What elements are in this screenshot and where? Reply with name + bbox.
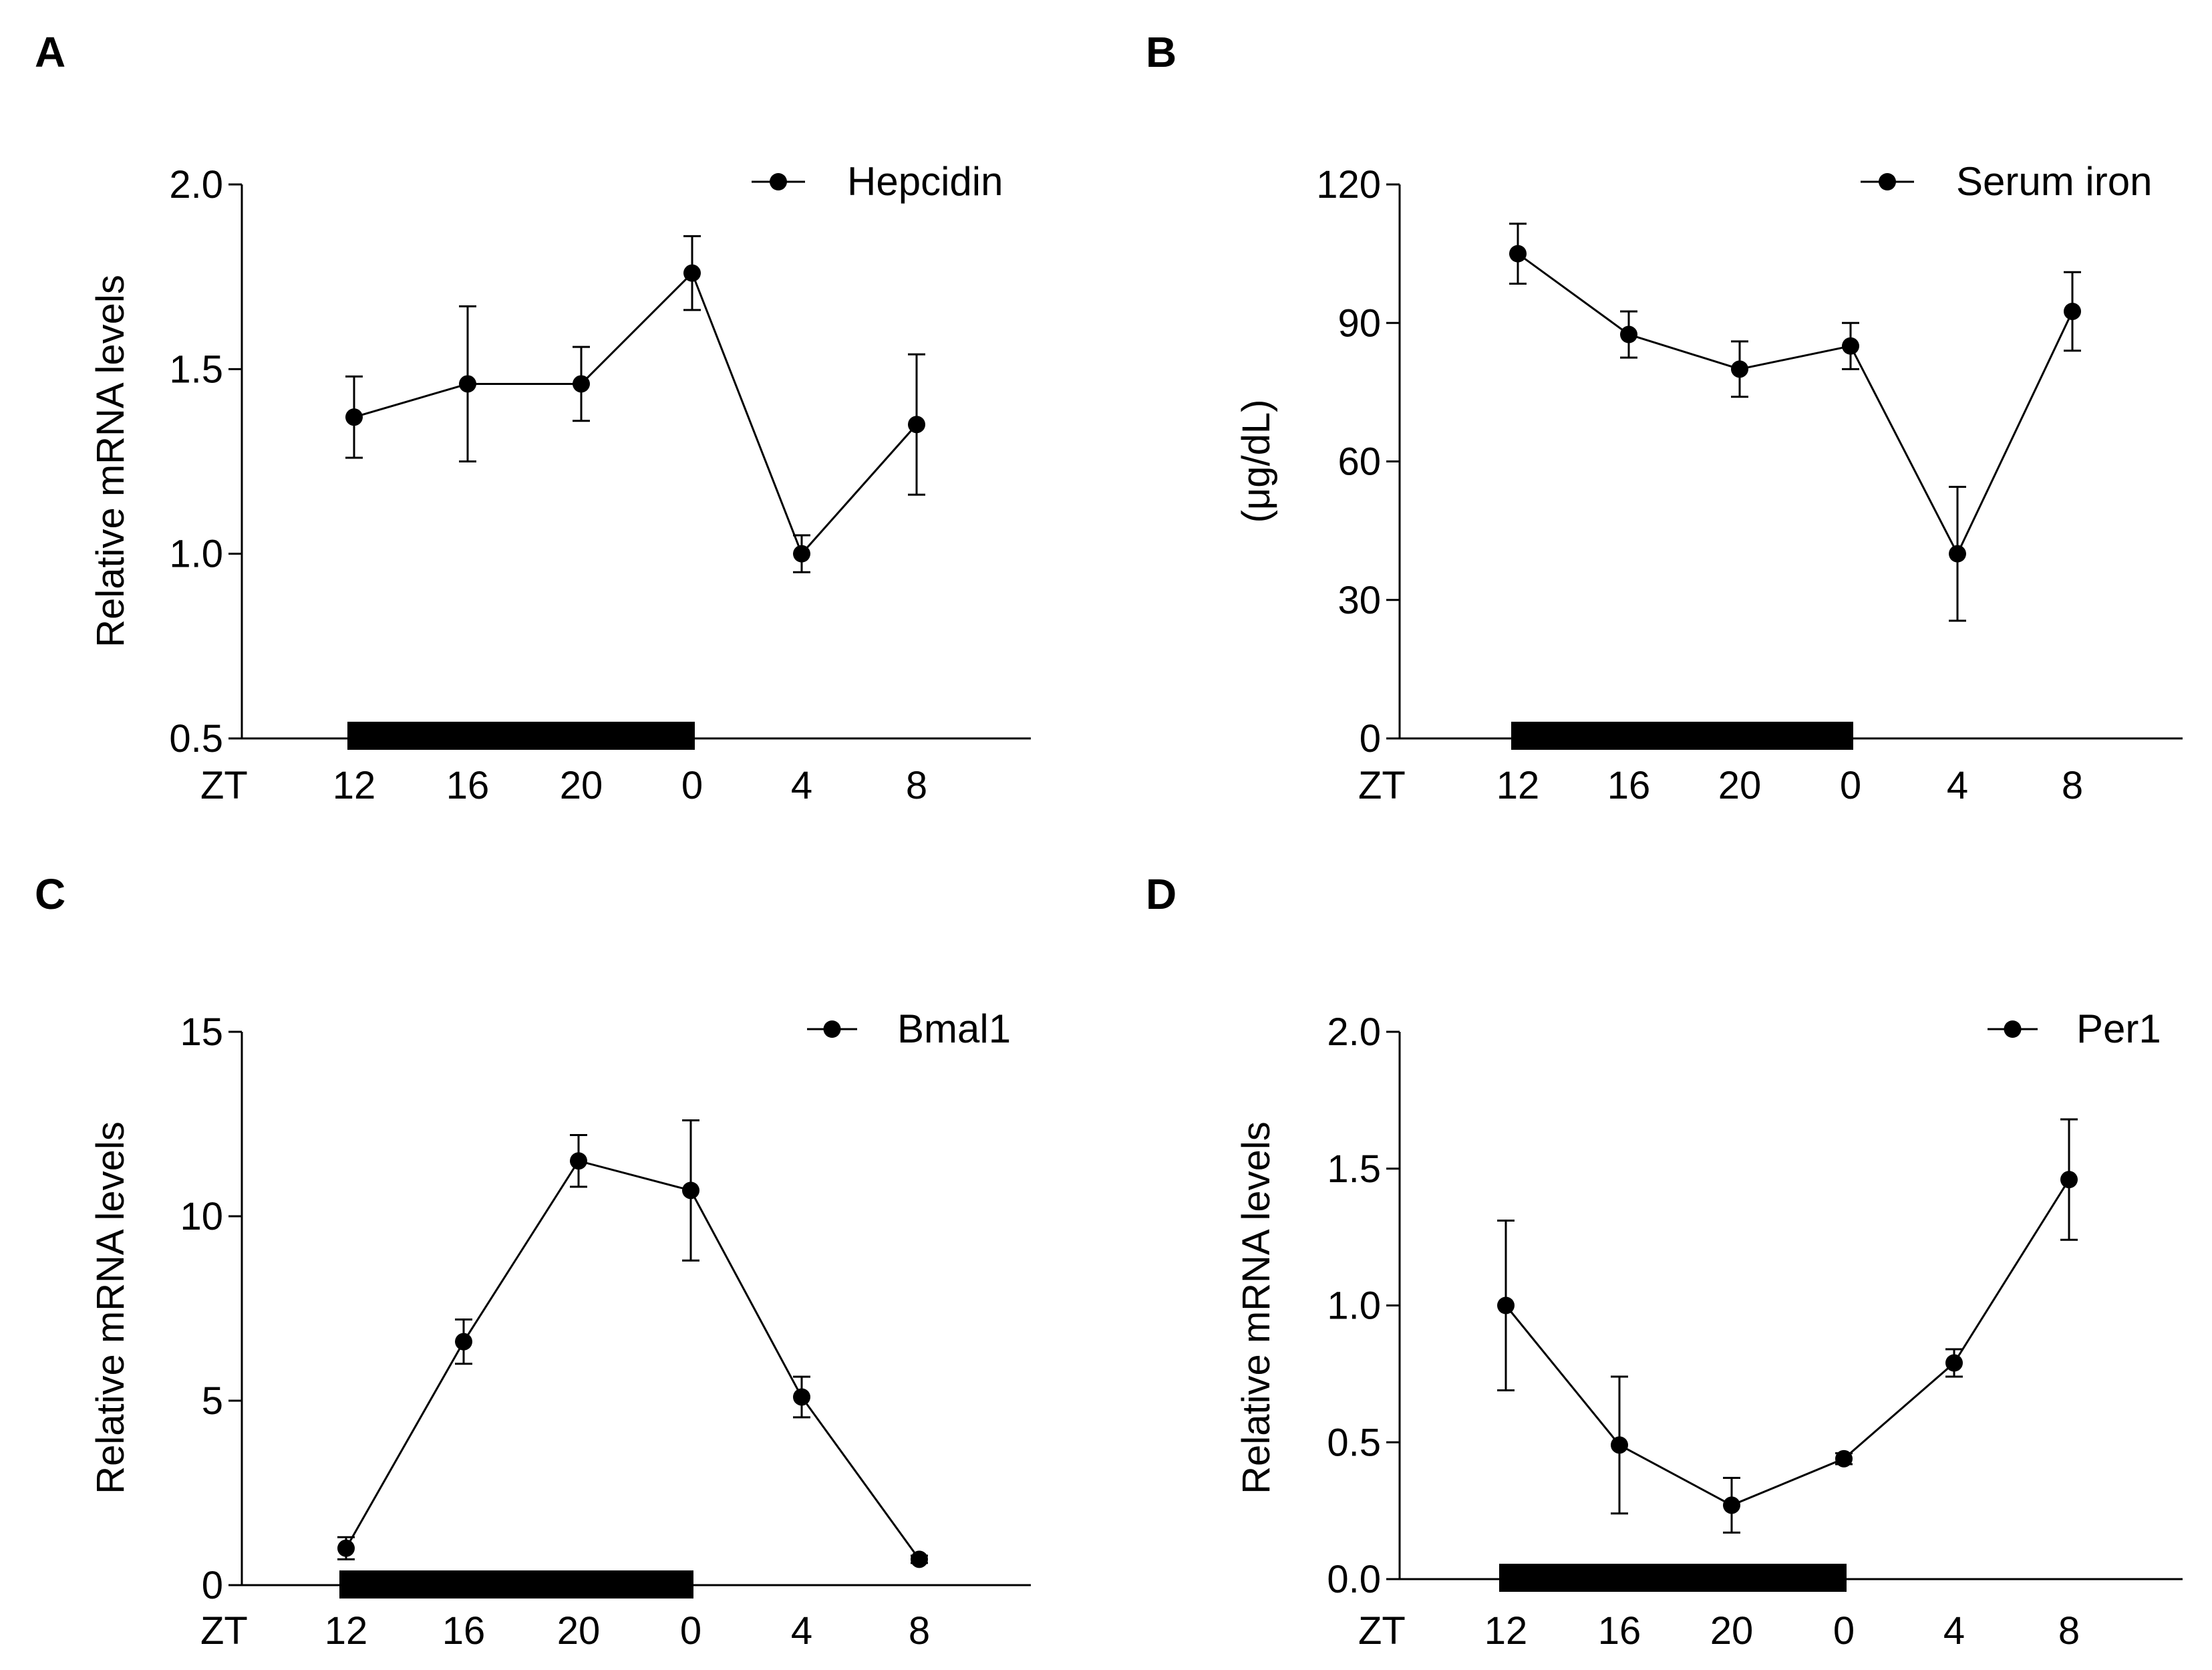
x-tick-label: 4 — [1947, 764, 1968, 807]
data-point — [570, 1152, 587, 1170]
y-axis-title: Relative mRNA levels — [1235, 1121, 1278, 1494]
y-tick-label: 5 — [202, 1379, 223, 1423]
series-line-hepcidin — [353, 271, 918, 556]
data-point — [1611, 1436, 1628, 1454]
data-point — [683, 264, 701, 282]
y-tick-label: 2.0 — [1327, 1010, 1381, 1054]
legend-marker — [823, 1020, 841, 1038]
y-tick-label: 2.0 — [169, 163, 223, 206]
y-tick-label: 30 — [1337, 579, 1381, 622]
dark-phase-bar — [347, 722, 695, 750]
y-tick-label: 0.0 — [1327, 1558, 1381, 1601]
data-point — [345, 408, 363, 426]
data-point — [1509, 245, 1527, 263]
zt-label: ZT — [200, 1609, 248, 1653]
x-tick-label: 20 — [1718, 764, 1762, 807]
data-point — [1620, 325, 1637, 343]
y-axis-title: Relative mRNA levels — [89, 1121, 132, 1494]
y-tick-label: 1.0 — [1327, 1284, 1381, 1328]
data-point — [573, 375, 590, 393]
panel-letter-d: D — [1146, 870, 1176, 918]
y-tick-label: 0 — [1360, 717, 1381, 760]
x-tick-label: 12 — [1484, 1609, 1528, 1653]
x-tick-label: 0 — [1833, 1609, 1855, 1653]
x-tick-label: 16 — [446, 764, 490, 807]
data-point — [2060, 1171, 2078, 1189]
y-tick-label: 15 — [180, 1010, 223, 1054]
data-point — [682, 1181, 699, 1200]
x-tick-label: 20 — [557, 1609, 601, 1653]
data-point — [455, 1333, 472, 1351]
legend-marker — [1879, 173, 1896, 190]
x-tick-label: 0 — [1840, 764, 1861, 807]
y-tick-label: 0.5 — [169, 717, 223, 760]
dark-phase-bar — [339, 1570, 693, 1598]
data-point — [911, 1550, 928, 1568]
x-tick-label: 4 — [1943, 1609, 1965, 1653]
panel-d: D 0.0 0.5 1.0 1.5 2.0 Relative mRNA levels ZT 12… — [1146, 870, 2183, 1653]
series-line-bmal1 — [345, 1159, 921, 1560]
panel-letter-a: A — [35, 28, 65, 76]
data-point — [1731, 360, 1748, 378]
data-point — [1497, 1296, 1515, 1314]
y-tick-label: 60 — [1337, 440, 1381, 484]
zt-label: ZT — [1358, 1609, 1406, 1653]
y-tick-label: 1.0 — [169, 533, 223, 576]
data-point — [908, 416, 925, 434]
series-line-serum-iron — [1517, 253, 2074, 557]
x-tick-label: 0 — [681, 764, 703, 807]
data-point — [337, 1539, 355, 1557]
dark-phase-bar — [1499, 1564, 1847, 1592]
y-tick-label: 1.5 — [1327, 1147, 1381, 1191]
y-tick-label: 1.5 — [169, 347, 223, 391]
panel-letter-c: C — [35, 870, 65, 918]
y-tick-label: 120 — [1316, 163, 1381, 206]
panel-a: A 0.5 1.0 1.5 2.0 Relative mRNA levels ZT 12 16 2… — [35, 28, 1031, 807]
data-point — [1835, 1449, 1853, 1468]
x-tick-label: 12 — [333, 764, 376, 807]
data-point — [2064, 302, 2081, 320]
y-axis-title: Relative mRNA levels — [89, 275, 132, 648]
series-line-per1 — [1505, 1179, 2070, 1507]
legend-label: Bmal1 — [897, 1006, 1011, 1051]
x-tick-label: 4 — [791, 764, 812, 807]
x-tick-label: 4 — [791, 1609, 812, 1653]
y-axis-title: (μg/dL) — [1235, 400, 1278, 523]
y-tick-label: 0 — [202, 1564, 223, 1607]
x-tick-label: 20 — [1710, 1609, 1754, 1653]
legend-label: Serum iron — [1956, 159, 2152, 204]
x-tick-label: 8 — [2062, 764, 2083, 807]
data-point — [1723, 1496, 1740, 1514]
x-tick-label: 20 — [560, 764, 603, 807]
data-point — [793, 1388, 810, 1406]
x-tick-label: 16 — [1598, 1609, 1641, 1653]
x-tick-label: 16 — [442, 1609, 486, 1653]
dark-phase-bar — [1511, 722, 1853, 750]
data-point — [1842, 337, 1859, 355]
zt-label: ZT — [200, 764, 248, 807]
data-point — [459, 375, 476, 393]
data-point — [793, 545, 810, 563]
data-point — [1945, 1354, 1963, 1372]
y-tick-label: 10 — [180, 1195, 223, 1238]
legend-marker — [2004, 1020, 2022, 1038]
x-tick-label: 8 — [2058, 1609, 2080, 1653]
y-tick-label: 0.5 — [1327, 1421, 1381, 1464]
panel-b: B 0 30 60 90 120 (μg/dL) ZT 12 16 20 0 4 8 Serum iron — [1146, 28, 2183, 807]
x-tick-label: 8 — [909, 1609, 930, 1653]
zt-label: ZT — [1358, 764, 1406, 807]
legend-label: Hepcidin — [847, 159, 1003, 204]
legend-label: Per1 — [2076, 1006, 2161, 1051]
x-tick-label: 8 — [906, 764, 927, 807]
y-tick-label: 90 — [1337, 301, 1381, 345]
x-tick-label: 12 — [325, 1609, 368, 1653]
panel-letter-b: B — [1146, 28, 1176, 76]
legend-marker — [770, 173, 787, 190]
x-tick-label: 16 — [1607, 764, 1651, 807]
x-tick-label: 12 — [1496, 764, 1540, 807]
x-tick-label: 0 — [680, 1609, 701, 1653]
data-point — [1949, 545, 1966, 563]
panel-c: C 0 5 10 15 Relative mRNA levels ZT 12 16 20 0 4 8 Bm… — [35, 870, 1031, 1653]
